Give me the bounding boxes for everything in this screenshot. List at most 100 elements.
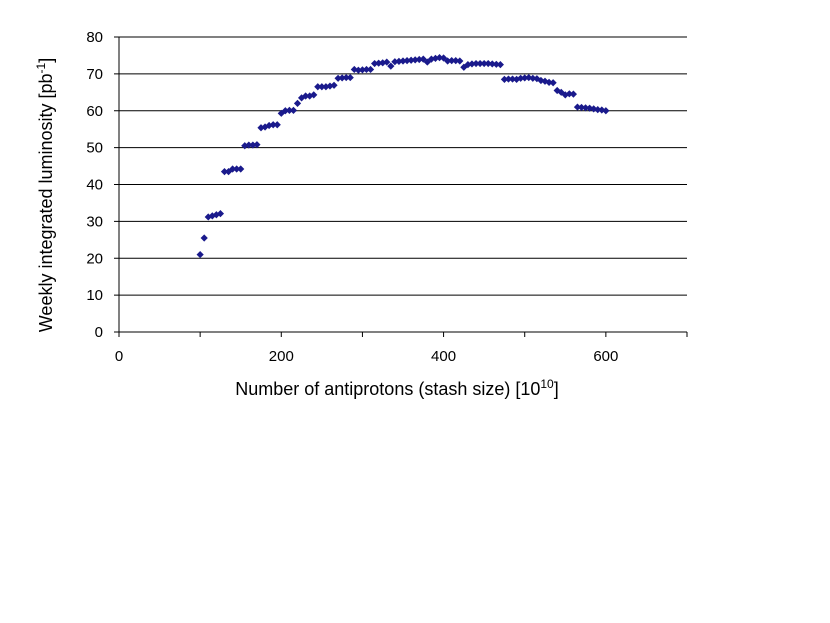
data-point [504, 75, 513, 83]
x-tick-labels: 0 200 400 600 [115, 348, 619, 365]
data-point [602, 107, 610, 115]
data-point [569, 90, 577, 98]
y-tick-label: 10 [86, 287, 103, 304]
data-point [362, 65, 371, 74]
data-point [529, 74, 537, 82]
data-point [444, 57, 452, 65]
data-point [334, 74, 342, 82]
data-point [541, 77, 549, 85]
data-point [521, 74, 529, 82]
y-tick-label: 20 [86, 250, 103, 267]
data-point [472, 59, 480, 68]
data-point [322, 83, 330, 91]
data-point [513, 75, 521, 84]
data-point [245, 141, 253, 149]
data-point [366, 65, 375, 74]
data-point [330, 81, 338, 89]
data-point [500, 75, 509, 84]
data-point [297, 94, 306, 102]
data-point [573, 103, 582, 111]
data-point [448, 57, 456, 65]
y-tick-label: 70 [86, 66, 103, 83]
data-point [484, 59, 492, 68]
data-point [407, 56, 415, 64]
data-point [229, 165, 237, 173]
x-tick-label: 600 [593, 348, 618, 365]
data-point [439, 54, 448, 62]
data-point [253, 141, 261, 149]
x-tick-label: 200 [269, 348, 294, 365]
data-point [598, 106, 606, 114]
data-point [468, 60, 476, 68]
data-point [289, 106, 298, 114]
data-point [371, 59, 379, 68]
data-point [427, 55, 435, 63]
data-point [581, 104, 590, 112]
data-point [269, 121, 277, 129]
data-point [354, 66, 362, 74]
data-point [220, 167, 229, 176]
data-point [302, 92, 310, 100]
y-tick-label: 60 [86, 103, 103, 120]
data-point [403, 57, 411, 65]
y-tick-labels: 0 10 20 30 40 50 60 70 80 [86, 29, 103, 341]
data-point [492, 60, 500, 68]
data-point [200, 234, 208, 242]
x-tick-label: 0 [115, 348, 123, 365]
data-point [415, 55, 423, 64]
data-point [435, 54, 444, 62]
data-point [273, 121, 281, 129]
y-tick-label: 30 [86, 213, 103, 230]
data-point [358, 66, 367, 74]
data-point [431, 54, 440, 62]
data-point [456, 57, 464, 65]
data-point [545, 78, 553, 86]
y-tick-label: 50 [86, 140, 103, 157]
data-point [314, 83, 322, 91]
data-point [565, 90, 573, 98]
data-point [590, 105, 598, 113]
data-point [577, 103, 586, 112]
data-point [391, 58, 399, 66]
data-point [216, 210, 225, 218]
data-point [452, 57, 460, 65]
data-point [237, 165, 245, 173]
data-point [496, 61, 504, 69]
gridlines [119, 36, 687, 296]
y-tick-label: 0 [95, 324, 103, 341]
y-tick-label: 80 [86, 29, 103, 46]
data-point [375, 59, 383, 67]
x-axis-title: Number of antiprotons (stash size) [1010… [235, 377, 559, 399]
data-point [553, 86, 561, 95]
data-point [346, 73, 354, 82]
data-point [233, 165, 241, 173]
data-point [196, 250, 204, 259]
data-point [594, 106, 602, 114]
data-point [557, 88, 565, 96]
x-tick-label: 400 [431, 348, 456, 365]
data-point [399, 57, 407, 65]
data-point [261, 123, 269, 131]
data-point [395, 57, 403, 65]
data-point [249, 141, 257, 149]
data-point [480, 59, 488, 68]
data-point [310, 91, 318, 99]
data-point [285, 106, 293, 114]
axes [114, 36, 688, 337]
data-point [342, 73, 350, 82]
data-point [411, 56, 419, 64]
y-axis-title: Weekly integrated luminosity [pb-1] [34, 58, 56, 332]
data-point [476, 59, 484, 68]
data-point [265, 121, 273, 130]
data-point [508, 75, 517, 83]
data-point [318, 83, 326, 91]
data-points [196, 54, 610, 259]
data-point [306, 92, 314, 100]
data-point [525, 73, 533, 82]
y-tick-label: 40 [86, 177, 103, 194]
data-point [338, 74, 346, 82]
data-point [517, 74, 525, 82]
data-point [383, 58, 391, 66]
data-point [293, 99, 302, 107]
data-point [549, 79, 557, 87]
